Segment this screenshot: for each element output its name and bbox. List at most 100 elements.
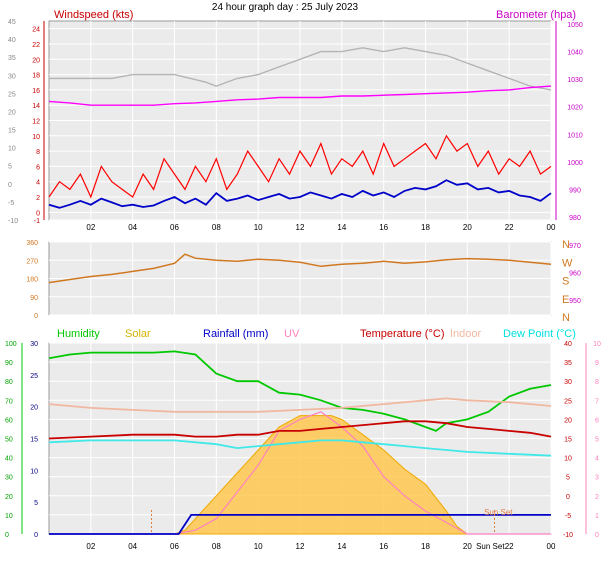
gust-series-line [48,134,552,199]
legend-indoor: Indoor [450,328,482,340]
wind-x-tick-label: 12 [296,223,305,232]
temperature-tick-label: 10 [564,456,572,463]
compass-tick-label: W [562,257,573,269]
chart-title: 24 hour graph day : 25 July 2023 [212,2,359,13]
rainfall-tick-label: 30 [30,341,38,348]
humidity-series-line [48,350,552,432]
rainfall-tick-label: 0 [34,532,38,539]
temperature-series-line [48,420,552,440]
humidity-tick-label: 80 [5,379,13,386]
climate-x-tick-label: 16 [379,542,388,551]
outer-temp-tick-label: -5 [8,200,14,207]
temperature-tick-label: 35 [564,360,572,367]
humidity-tick-label: 0 [5,532,9,539]
climate-x-tick-label: 12 [296,542,305,551]
uv-tick-label: 4 [595,456,599,463]
wind-grid [49,21,552,221]
legend-dew: Dew Point (°C) [503,328,576,340]
wind-x-tick-label: 00 [547,223,556,232]
gust_hist-series-line [49,47,552,91]
direction-tick-label: 90 [30,295,38,302]
compass-tick-label: E [562,294,569,306]
windspeed-tick-label: 6 [36,164,40,171]
outer-temp-tick-label: 20 [8,109,16,116]
direction-tick-label: 180 [26,277,38,284]
climate-x-tick-label: 06 [170,542,179,551]
humidity-tick-label: 90 [5,360,13,367]
climate-x-tick-label: 08 [212,542,221,551]
wind-x-tick-label: 18 [421,223,430,232]
barometer-tick-label: 980 [569,215,581,222]
outer-temp-tick-label: 25 [8,91,16,98]
windspeed-tick-label: 16 [32,88,40,95]
outer-temp-tick-label: 10 [8,146,16,153]
compass-tick-label: S [562,276,569,288]
outer-temp-tick-label: 5 [8,164,12,171]
direction-tick-label: 360 [26,240,38,247]
solar-series-area [49,415,551,535]
direction-series-line [48,253,552,284]
climate-x-tick-label: 14 [337,542,346,551]
outer-temp-tick-label: 35 [8,55,16,62]
windspeed-tick-label: 18 [32,73,40,80]
rainfall-tick-label: 10 [30,468,38,475]
windspeed-tick-label: 8 [36,149,40,156]
temperature-tick-label: 5 [566,475,570,482]
windspeed-tick-label: 14 [32,103,40,110]
dewpoint-series-line [48,439,552,457]
sunset-annotation: Sun Set [484,508,513,517]
humidity-tick-label: 50 [5,437,13,444]
uv-tick-label: 5 [595,437,599,444]
barometer-tick-label: 1030 [567,77,583,84]
wind-x-tick-label: 16 [379,223,388,232]
direction-tick-label: 270 [26,258,38,265]
barometer-tick-label: 950 [569,298,581,305]
wind-x-tick-label: 14 [337,223,346,232]
legend-humidity: Humidity [57,328,100,340]
humidity-tick-label: 10 [5,513,13,520]
temperature-tick-label: -10 [563,532,573,539]
uv-tick-label: 7 [595,398,599,405]
outer-temp-tick-label: 45 [8,19,16,26]
legend-rainfall: Rainfall (mm) [203,328,268,340]
temperature-tick-label: -5 [565,513,571,520]
uv-tick-label: 3 [595,475,599,482]
wind-x-tick-label: 10 [254,223,263,232]
climate-x-tick-label: 02 [86,542,95,551]
temperature-tick-label: 40 [564,341,572,348]
temperature-tick-label: 20 [564,417,572,424]
direction-grid [49,241,552,316]
wind-x-tick-label: 08 [212,223,221,232]
rainfall-series-line [49,514,551,535]
sunset-x-label: Sun Set [476,542,505,551]
uv-tick-label: 0 [595,532,599,539]
outer-temp-tick-label: 15 [8,128,16,135]
humidity-tick-label: 40 [5,456,13,463]
humidity-tick-label: 70 [5,398,13,405]
barometer-tick-label: 1020 [567,105,583,112]
windspeed-tick-label: -1 [34,218,40,225]
climate-x-tick-label: 22 [505,542,514,551]
windspeed-tick-label: 24 [32,27,40,34]
barometer-tick-label: 1050 [567,22,583,29]
windspeed-series-line [48,179,552,209]
rainfall-tick-label: 25 [30,373,38,380]
uv-tick-label: 10 [593,341,601,348]
outer-temp-tick-label: -10 [8,218,18,225]
wind-x-tick-label: 06 [170,223,179,232]
legend-uv: UV [284,328,300,340]
outer-temp-tick-label: 0 [8,182,12,189]
compass-tick-label: N [562,312,570,324]
uv-tick-label: 9 [595,360,599,367]
barometer-tick-label: 1040 [567,49,583,56]
legend-solar: Solar [125,328,151,340]
climate-x-tick-label: 00 [547,542,556,551]
windspeed-tick-label: 0 [36,210,40,217]
temperature-tick-label: 15 [564,437,572,444]
rainfall-tick-label: 15 [30,437,38,444]
temperature-tick-label: 30 [564,379,572,386]
legend-temperature: Temperature (°C) [360,328,444,340]
humidity-tick-label: 20 [5,494,13,501]
wind-x-tick-label: 20 [463,223,472,232]
uv-tick-label: 2 [595,494,599,501]
